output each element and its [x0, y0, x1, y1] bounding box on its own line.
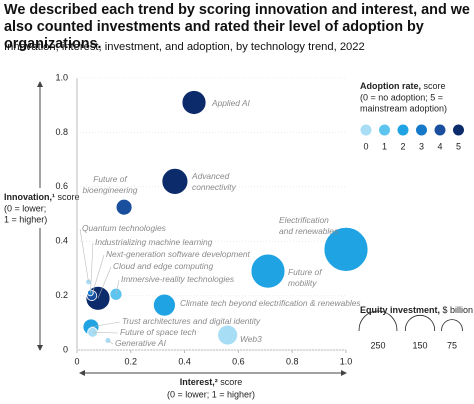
bubble-label: Applied AI: [211, 98, 251, 108]
bubble: [217, 324, 239, 346]
bubble-label: Next-generation software development: [106, 249, 251, 259]
legend-label: 4: [437, 141, 442, 151]
bubble-label: Quantum technologies: [82, 223, 167, 233]
legend-label: 2: [400, 141, 405, 151]
subtitle: Innovation, interest, investment, and ad…: [4, 41, 365, 53]
legend-swatch: [397, 124, 409, 136]
bubble-label: Climate tech beyond electrification & re…: [180, 298, 361, 308]
x-tick-label: 0: [74, 356, 79, 366]
bubble-label: Future of: [93, 174, 128, 184]
x-label-note: (0 = lower; 1 = higher): [167, 389, 255, 399]
bubble-label: Generative AI: [115, 338, 167, 348]
legend-swatch: [379, 124, 390, 136]
bubble-label: and renewables: [279, 226, 339, 236]
x-tick-label: 0.6: [232, 356, 245, 366]
bubble-label: connectivity: [192, 182, 237, 192]
x-tick-label: 1.0: [340, 356, 353, 366]
y-label-note: (0 = lower;: [4, 203, 46, 213]
legend-label: 3: [419, 141, 424, 151]
x-label: Interest,² score: [180, 377, 243, 387]
axis-gap: [38, 188, 42, 228]
legend-swatch: [416, 124, 427, 136]
bubble-label: Future of space tech: [120, 327, 197, 337]
legend-unit: $ billion: [443, 305, 474, 315]
bubble-label: Web3: [240, 334, 262, 344]
y-tick-label: 0.2: [55, 290, 68, 300]
y-label-title: Innovation,¹: [4, 192, 55, 202]
legend-title: Equity investment,: [360, 305, 440, 315]
bubble: [153, 293, 176, 317]
leader-line: [92, 332, 119, 334]
leader-line: [97, 266, 112, 299]
bubble: [181, 90, 207, 115]
legend-label: 1: [382, 141, 387, 151]
leader-line: [115, 279, 120, 295]
legend-swatch: [360, 124, 372, 136]
y-tick-label: 0: [63, 344, 68, 354]
adoption-legend-note: mainstream adoption): [360, 103, 447, 113]
legend-label: 75: [447, 340, 457, 350]
legend-swatch: [434, 124, 446, 136]
bubble-label: Future of: [288, 267, 323, 277]
legend-mask: [358, 331, 398, 353]
adoption-legend-note: (0 = no adoption; 5 =: [360, 92, 443, 102]
legend-label: 150: [412, 340, 427, 350]
bubble: [161, 167, 189, 195]
legend-unit: score: [424, 81, 446, 91]
x-label-title: Interest,²: [180, 377, 218, 387]
bubble-label: Electrification: [279, 215, 329, 225]
legend-title: Adoption rate,: [360, 81, 421, 91]
leader-line: [107, 340, 114, 345]
y-tick-label: 0.4: [55, 236, 68, 246]
x-tick-label: 0.4: [178, 356, 191, 366]
bubble-label: Trust architectures and digital identity: [122, 316, 261, 326]
adoption-legend-title: Adoption rate, score: [360, 81, 446, 91]
leader-line: [90, 242, 94, 293]
bubble-label: Advanced: [191, 171, 230, 181]
legend-label: 5: [456, 141, 461, 151]
title: We described each trend by scoring innov…: [4, 2, 470, 52]
bubble: [250, 253, 286, 289]
bubble-label: mobility: [288, 278, 317, 288]
x-label-unit: score: [220, 377, 242, 387]
x-tick-label: 0.2: [125, 356, 138, 366]
legend-mask: [400, 331, 440, 353]
legend-mask: [432, 331, 472, 353]
bubble: [323, 226, 369, 272]
bubble: [115, 198, 133, 216]
bubble-label: Immersive-reality technologies: [121, 274, 235, 284]
y-label-note: 1 = higher): [4, 214, 47, 224]
x-tick-label: 0.8: [286, 356, 299, 366]
bubble-label: Industrializing machine learning: [95, 237, 213, 247]
y-tick-label: 0.8: [55, 127, 68, 137]
leader-line: [91, 254, 105, 296]
bubble-label: bioengineering: [83, 185, 138, 195]
investment-legend-title: Equity investment, $ billion: [360, 305, 473, 315]
y-tick-label: 1.0: [55, 72, 68, 82]
leader-line: [90, 321, 121, 328]
y-label: Innovation,¹ score: [4, 192, 80, 202]
bubble-label: Cloud and edge computing: [113, 261, 213, 271]
legend-label: 0: [363, 141, 368, 151]
y-label-unit: score: [58, 192, 80, 202]
legend-swatch: [453, 124, 464, 136]
legend-label: 250: [370, 340, 385, 350]
leader-line: [79, 228, 89, 283]
y-tick-label: 0.6: [55, 181, 68, 191]
